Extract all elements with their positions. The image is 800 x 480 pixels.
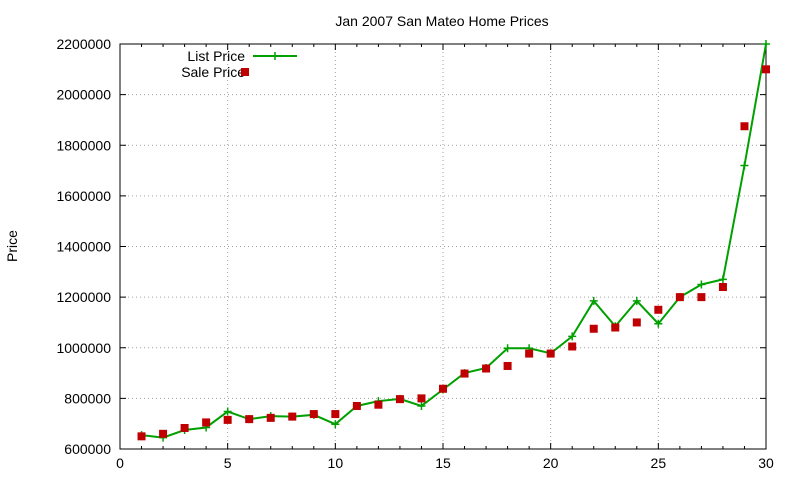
y-tick-label: 1800000: [56, 137, 111, 153]
x-tick-label: 15: [435, 455, 451, 471]
data-point: [632, 296, 641, 305]
data-point: [675, 293, 684, 302]
series-list-price: [137, 40, 770, 442]
data-point: [718, 275, 727, 284]
legend-marker: [271, 52, 279, 60]
y-tick-label: 800000: [64, 390, 111, 406]
data-point: [223, 407, 232, 416]
data-point: [546, 349, 555, 358]
data-point: [632, 318, 641, 327]
x-tick-label: 0: [116, 455, 124, 471]
data-point: [525, 349, 534, 358]
x-tick-label: 25: [651, 455, 667, 471]
data-point: [309, 410, 318, 419]
data-point: [740, 122, 749, 131]
data-point: [697, 280, 706, 289]
data-point: [417, 401, 426, 410]
data-point: [223, 415, 232, 424]
data-point: [288, 412, 297, 421]
data-point: [374, 400, 383, 409]
y-tick-label: 1200000: [56, 289, 111, 305]
data-point: [762, 65, 770, 74]
legend-label: List Price: [187, 48, 245, 64]
y-tick-label: 1600000: [56, 188, 111, 204]
legend-marker: [241, 68, 249, 76]
y-tick-label: 600000: [64, 441, 111, 457]
data-point: [654, 319, 663, 328]
data-point: [266, 413, 275, 422]
data-point: [439, 384, 447, 393]
data-point: [417, 394, 426, 403]
data-point: [331, 410, 340, 419]
data-point: [762, 40, 770, 48]
data-point: [503, 344, 512, 353]
x-axis-ticks: 0 5 10 15 20 25 30: [116, 44, 774, 471]
data-point: [159, 429, 168, 438]
data-point: [611, 323, 620, 332]
legend-label: Sale Price: [181, 64, 245, 80]
y-tick-label: 2200000: [56, 36, 111, 52]
series-layer: [137, 40, 770, 442]
x-tick-label: 30: [758, 455, 774, 471]
data-point: [568, 342, 577, 351]
data-point: [697, 293, 706, 302]
x-tick-label: 5: [224, 455, 232, 471]
y-axis-label: Price: [4, 230, 20, 262]
data-point: [202, 418, 211, 427]
data-point: [245, 415, 254, 424]
data-point: [482, 364, 491, 373]
data-point: [460, 369, 469, 378]
y-tick-label: 1000000: [56, 340, 111, 356]
series-sale-price: [137, 65, 770, 441]
data-point: [654, 305, 663, 314]
data-point: [718, 283, 727, 291]
data-point: [503, 361, 512, 370]
chart-title: Jan 2007 San Mateo Home Prices: [335, 13, 548, 29]
data-point: [352, 401, 361, 410]
x-tick-label: 10: [328, 455, 344, 471]
data-point: [740, 161, 749, 170]
data-point: [331, 420, 340, 429]
data-point: [395, 395, 404, 404]
y-tick-label: 2000000: [56, 87, 111, 103]
data-point: [137, 432, 146, 441]
y-axis-ticks: 600000 800000 1000000 1200000 1400000 1600000…: [56, 36, 766, 457]
data-point: [589, 296, 598, 305]
y-tick-label: 1400000: [56, 239, 111, 255]
series-line: [141, 43, 767, 439]
x-tick-label: 20: [543, 455, 559, 471]
data-point: [568, 332, 577, 341]
data-point: [589, 324, 598, 333]
data-point: [180, 423, 189, 432]
